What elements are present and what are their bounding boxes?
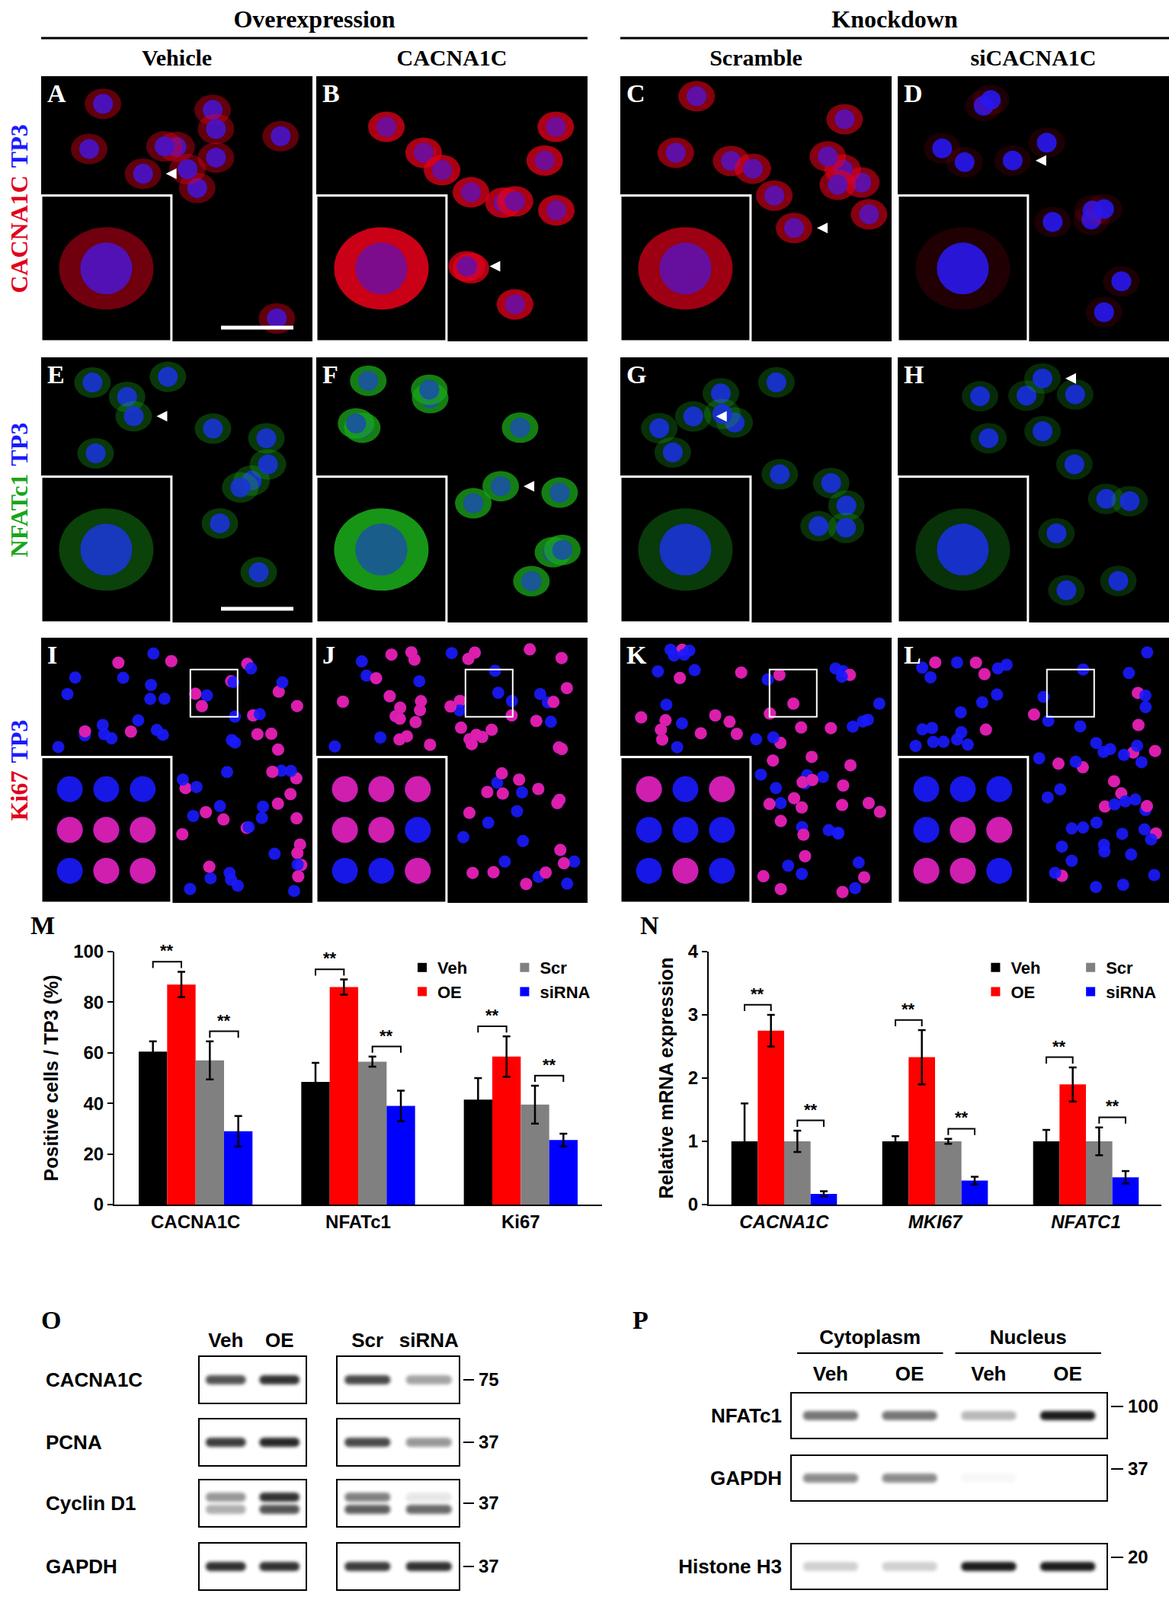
svg-text:E: E [47, 360, 65, 389]
svg-text:**: ** [379, 1026, 394, 1046]
svg-text:B: B [322, 79, 340, 108]
svg-text:siRNA: siRNA [399, 1329, 459, 1352]
svg-text:20: 20 [1127, 1546, 1149, 1568]
svg-text:Vehicle: Vehicle [141, 44, 212, 71]
svg-text:Veh: Veh [1010, 958, 1041, 978]
svg-text:Ki67: Ki67 [501, 1211, 541, 1233]
svg-text:Veh: Veh [208, 1329, 244, 1352]
html-text:N: N [640, 911, 659, 940]
svg-text:Veh: Veh [813, 1362, 849, 1386]
svg-text:MKI67: MKI67 [908, 1211, 964, 1233]
svg-text:Knockdown: Knockdown [831, 5, 958, 33]
svg-text:**: ** [160, 941, 174, 961]
svg-text:siRNA: siRNA [539, 983, 590, 1003]
svg-text:CACNA1CTP3: CACNA1CTP3 [5, 124, 33, 294]
svg-text:J: J [322, 640, 336, 670]
svg-text:**: ** [217, 1011, 231, 1031]
svg-text:0: 0 [688, 1194, 699, 1215]
svg-text:OE: OE [265, 1329, 295, 1352]
svg-text:NFATc1TP3: NFATc1TP3 [5, 422, 33, 558]
svg-text:Nucleus: Nucleus [989, 1325, 1067, 1349]
svg-text:Veh: Veh [970, 1362, 1006, 1386]
svg-text:I: I [47, 640, 58, 670]
svg-text:C: C [626, 79, 646, 108]
svg-text:37: 37 [478, 1431, 500, 1453]
svg-text:OE: OE [1053, 1362, 1083, 1386]
svg-text:Positive cells / TP3 (%): Positive cells / TP3 (%) [40, 975, 62, 1182]
svg-text:100: 100 [1127, 1396, 1159, 1417]
svg-text:60: 60 [83, 1042, 104, 1064]
svg-text:F: F [322, 360, 339, 389]
svg-text:CACNA1C: CACNA1C [150, 1211, 241, 1233]
svg-text:NFATc1: NFATc1 [325, 1211, 391, 1233]
svg-text:4: 4 [688, 941, 699, 962]
svg-text:2: 2 [688, 1067, 699, 1089]
svg-text:37: 37 [1127, 1458, 1149, 1480]
svg-text:OE: OE [895, 1362, 925, 1386]
svg-text:100: 100 [73, 941, 104, 962]
svg-text:GAPDH: GAPDH [710, 1466, 782, 1490]
svg-text:G: G [626, 360, 647, 389]
svg-text:P: P [632, 1306, 649, 1335]
svg-text:**: ** [750, 984, 765, 1004]
svg-text:O: O [41, 1306, 61, 1335]
svg-text:CACNA1C: CACNA1C [397, 44, 508, 71]
svg-text:80: 80 [83, 992, 104, 1013]
svg-text:Cytoplasm: Cytoplasm [819, 1325, 921, 1349]
svg-text:NFATc1: NFATc1 [711, 1404, 782, 1428]
svg-text:siRNA: siRNA [1105, 983, 1157, 1003]
svg-text:A: A [47, 79, 67, 108]
svg-text:Veh: Veh [437, 958, 468, 978]
svg-text:**: ** [803, 1100, 818, 1120]
svg-text:**: ** [323, 948, 337, 968]
svg-text:NFATC1: NFATC1 [1050, 1211, 1121, 1233]
svg-text:Relative mRNA expression: Relative mRNA expression [655, 957, 677, 1199]
svg-text:0: 0 [93, 1194, 104, 1215]
svg-text:K: K [626, 640, 647, 670]
svg-text:37: 37 [478, 1556, 500, 1577]
svg-text:**: ** [1105, 1096, 1120, 1116]
svg-text:40: 40 [83, 1093, 104, 1115]
svg-text:**: ** [954, 1108, 969, 1128]
svg-text:CACNA1C: CACNA1C [45, 1368, 143, 1392]
svg-text:D: D [903, 79, 923, 108]
html-text:M: M [30, 911, 55, 940]
svg-text:H: H [903, 360, 924, 389]
svg-text:siCACNA1C: siCACNA1C [970, 44, 1097, 71]
svg-text:OE: OE [1010, 983, 1035, 1003]
svg-text:Histone H3: Histone H3 [678, 1555, 782, 1579]
svg-text:Scramble: Scramble [709, 44, 803, 71]
svg-text:OE: OE [437, 983, 462, 1003]
svg-text:**: ** [542, 1055, 557, 1075]
svg-text:Scr: Scr [1105, 958, 1134, 978]
svg-text:20: 20 [83, 1143, 104, 1165]
svg-text:Overexpression: Overexpression [233, 5, 395, 33]
svg-text:Scr: Scr [539, 958, 567, 978]
svg-text:**: ** [1052, 1037, 1067, 1057]
svg-text:Scr: Scr [351, 1329, 384, 1352]
svg-text:Ki67TP3: Ki67TP3 [5, 720, 33, 822]
svg-text:GAPDH: GAPDH [45, 1555, 118, 1579]
svg-text:PCNA: PCNA [45, 1431, 103, 1455]
svg-text:L: L [903, 640, 922, 670]
svg-text:**: ** [901, 999, 916, 1019]
svg-text:**: ** [485, 1005, 500, 1025]
svg-text:CACNA1C: CACNA1C [739, 1211, 830, 1233]
svg-text:1: 1 [688, 1130, 699, 1152]
svg-text:3: 3 [688, 1004, 699, 1025]
svg-text:75: 75 [478, 1369, 500, 1390]
svg-text:Cyclin D1: Cyclin D1 [45, 1492, 137, 1515]
svg-text:37: 37 [478, 1492, 500, 1514]
